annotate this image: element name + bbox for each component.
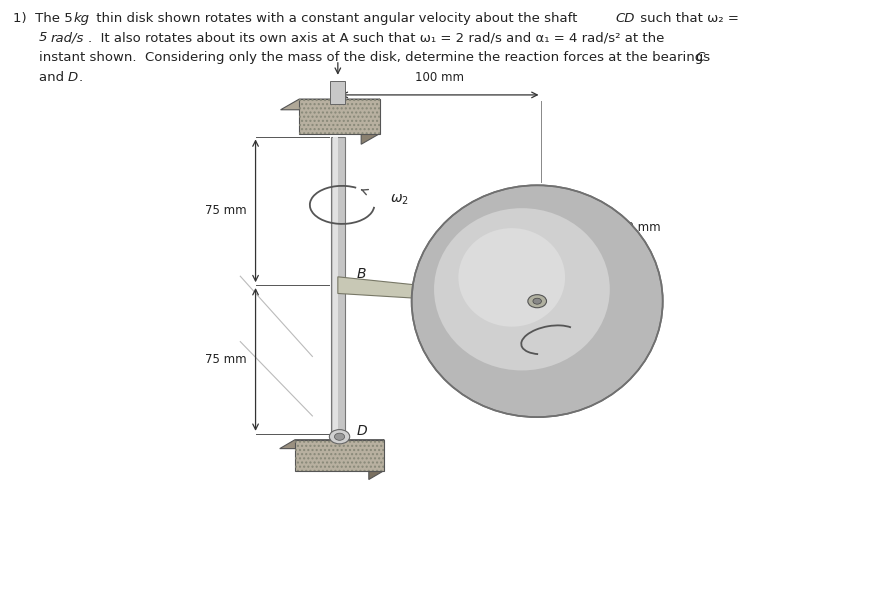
Ellipse shape [411,185,662,417]
FancyBboxPatch shape [330,80,345,104]
Text: $\omega_1$: $\omega_1$ [592,324,610,338]
Text: such that ω₂ =: such that ω₂ = [636,11,738,25]
Text: 75 mm: 75 mm [205,205,246,217]
Circle shape [329,430,349,444]
Text: .: . [79,71,83,83]
Polygon shape [360,99,380,144]
Text: thin disk shown rotates with a constant angular velocity about the shaft: thin disk shown rotates with a constant … [92,11,581,25]
FancyBboxPatch shape [331,137,345,434]
Text: A: A [510,254,520,268]
Text: 60 mm: 60 mm [618,221,660,234]
Text: and: and [39,71,68,83]
Text: 75 mm: 75 mm [205,353,246,366]
Text: C: C [356,119,366,133]
Text: $\alpha_1$: $\alpha_1$ [592,340,608,355]
FancyBboxPatch shape [332,137,337,434]
Circle shape [527,295,545,308]
FancyBboxPatch shape [299,99,380,134]
Text: 1)  The 5: 1) The 5 [13,11,77,25]
FancyBboxPatch shape [295,440,383,470]
Text: .  It also rotates about its own axis at A such that ω₁ = 2 rad/s and α₁ = 4 rad: . It also rotates about its own axis at … [88,31,663,44]
Polygon shape [280,440,383,449]
Text: kg: kg [73,11,89,25]
Polygon shape [281,99,380,110]
Text: B: B [356,268,366,281]
Text: D: D [356,424,367,438]
Text: 5: 5 [39,31,52,44]
Ellipse shape [433,208,610,370]
Text: $\omega_2$: $\omega_2$ [389,193,408,208]
Polygon shape [338,277,532,305]
Circle shape [532,298,541,304]
Circle shape [334,433,345,440]
Polygon shape [368,440,383,479]
Text: CD: CD [615,11,634,25]
Ellipse shape [458,228,565,326]
Text: D: D [68,71,78,83]
Text: instant shown.  Considering only the mass of the disk, determine the reaction fo: instant shown. Considering only the mass… [39,51,714,64]
Text: 100 mm: 100 mm [415,71,464,84]
Text: rad/s: rad/s [50,31,83,44]
Text: C: C [695,51,704,64]
